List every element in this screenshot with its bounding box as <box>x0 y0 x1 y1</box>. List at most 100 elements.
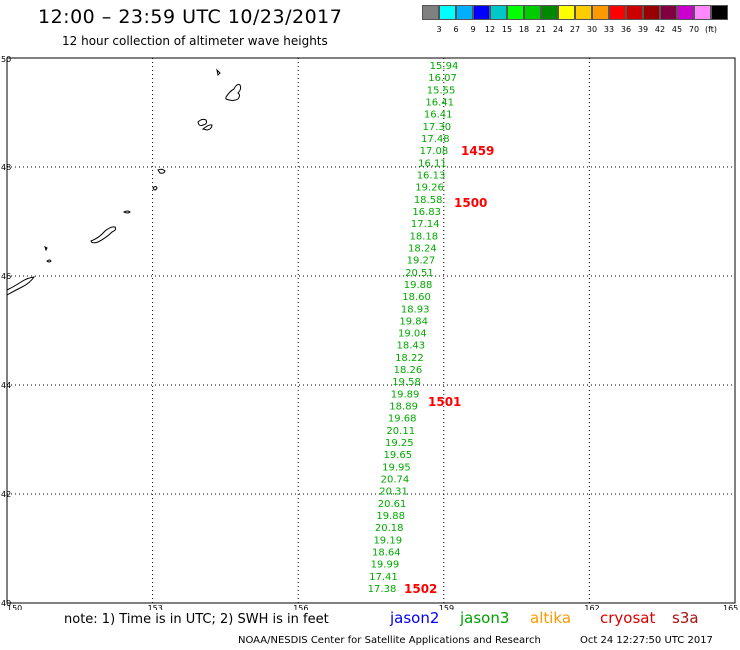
wave-height-label: 19.27 <box>407 256 436 267</box>
wave-height-label: 17.08 <box>420 146 449 157</box>
lat-label: 50 <box>1 55 11 64</box>
scale-label: 36 <box>620 25 632 34</box>
island <box>216 68 221 77</box>
wave-height-label: 16.41 <box>424 110 453 121</box>
satellite-s3a: s3a <box>672 609 699 627</box>
wave-height-label: 19.99 <box>371 560 400 571</box>
map-grid <box>7 58 735 603</box>
wave-height-label: 18.22 <box>395 353 424 364</box>
scale-swatch <box>643 5 660 20</box>
credit-line: NOAA/NESDIS Center for Satellite Applica… <box>238 635 541 646</box>
wave-height-label: 17.48 <box>421 134 450 145</box>
scale-swatch <box>490 5 507 20</box>
wave-height-label: 20.31 <box>379 487 408 498</box>
wave-height-label: 19.65 <box>384 450 413 461</box>
map-title: 12:00 – 23:59 UTC 10/23/2017 <box>38 6 343 28</box>
scale-swatch <box>575 5 592 20</box>
wave-height-label: 18.26 <box>394 365 423 376</box>
wave-height-label: 16.83 <box>412 207 441 218</box>
wave-height-label: 19.19 <box>373 535 402 546</box>
wave-height-label: 20.11 <box>386 426 415 437</box>
wave-height-label: 19.84 <box>399 316 428 327</box>
wave-height-label: 16.13 <box>417 170 446 181</box>
scale-label: 33 <box>603 25 615 34</box>
wave-height-label: 19.88 <box>376 511 405 522</box>
scale-swatch <box>660 5 677 20</box>
scale-label: 27 <box>569 25 581 34</box>
wave-height-label: 18.58 <box>414 195 443 206</box>
wave-height-label: 19.04 <box>398 329 427 340</box>
wave-height-label: 18.60 <box>402 292 431 303</box>
scale-label: 45 <box>671 25 683 34</box>
coast-kamchatka <box>6 276 36 296</box>
scale-swatch <box>456 5 473 20</box>
wave-height-label: 18.93 <box>401 304 430 315</box>
scale-swatch <box>609 5 626 20</box>
island <box>46 259 52 263</box>
wave-height-label: 20.74 <box>381 475 410 486</box>
wave-height-label: 19.95 <box>382 462 411 473</box>
scale-swatch <box>711 5 728 20</box>
scale-swatch <box>524 5 541 20</box>
lat-label: 46 <box>1 272 11 281</box>
wave-height-label: 18.24 <box>408 243 437 254</box>
lat-label: 42 <box>1 490 11 499</box>
satellite-altika: altika <box>530 609 572 627</box>
scale-swatch <box>626 5 643 20</box>
scale-label: 15 <box>501 25 513 34</box>
lon-label: 153 <box>148 604 163 610</box>
scale-label: (ft) <box>704 25 718 34</box>
wave-height-label: 18.89 <box>389 402 418 413</box>
wave-height-label: 17.14 <box>411 219 440 230</box>
wave-height-label: 19.58 <box>392 377 421 388</box>
wave-height-label: 15.94 <box>430 61 459 72</box>
wave-height-label: 19.25 <box>385 438 414 449</box>
lon-label: 159 <box>439 604 454 610</box>
island <box>201 124 213 131</box>
scale-swatch <box>507 5 524 20</box>
wave-height-label: 16.41 <box>425 97 454 108</box>
island <box>122 210 131 214</box>
lon-label: 162 <box>584 604 599 610</box>
scale-label: 9 <box>470 25 476 34</box>
satellite-jason2: jason2 <box>390 609 440 627</box>
pass-time-label: 1501 <box>428 395 461 409</box>
island <box>197 118 208 127</box>
generated-timestamp: Oct 24 12:27:50 UTC 2017 <box>580 635 713 646</box>
wave-height-label: 16.07 <box>428 73 457 84</box>
wave-height-label: 16.11 <box>418 158 447 169</box>
wave-height-label: 19.89 <box>391 389 420 400</box>
scale-label: 3 <box>436 25 442 34</box>
pass-time-label: 1502 <box>404 582 437 596</box>
wave-height-label: 17.38 <box>368 584 397 595</box>
wave-height-label: 20.18 <box>375 523 404 534</box>
wave-height-label: 18.18 <box>409 231 438 242</box>
wave-height-label: 20.51 <box>405 268 434 279</box>
island <box>225 84 242 101</box>
altimeter-map: 150 153 156 159 162 165 50 48 46 44 42 40 15.9416.07… <box>1 55 738 610</box>
lat-label: 40 <box>1 599 11 608</box>
scale-label: 6 <box>453 25 459 34</box>
wave-height-label: 18.43 <box>397 341 426 352</box>
wave-height-label: 17.41 <box>369 572 398 583</box>
island <box>90 226 117 244</box>
scale-label: 12 <box>484 25 496 34</box>
scale-label: 42 <box>654 25 666 34</box>
scale-label: 21 <box>535 25 547 34</box>
scale-label: 70 <box>688 25 700 34</box>
map-frame <box>6 57 736 604</box>
wave-height-label: 17.30 <box>422 122 451 133</box>
wave-height-label: 18.64 <box>372 548 401 559</box>
island <box>152 186 158 191</box>
wave-height-label: 20.61 <box>378 499 407 510</box>
scale-label: 39 <box>637 25 649 34</box>
satellite-jason3: jason3 <box>460 609 510 627</box>
pass-time-label: 1459 <box>461 144 494 158</box>
scale-label: 24 <box>552 25 564 34</box>
wave-height-label: 19.88 <box>404 280 433 291</box>
wave-height-label: 19.68 <box>388 414 417 425</box>
lon-label: 150 <box>7 604 22 610</box>
scale-swatch <box>439 5 456 20</box>
island <box>157 168 166 174</box>
pass-time-label: 1500 <box>454 196 487 210</box>
